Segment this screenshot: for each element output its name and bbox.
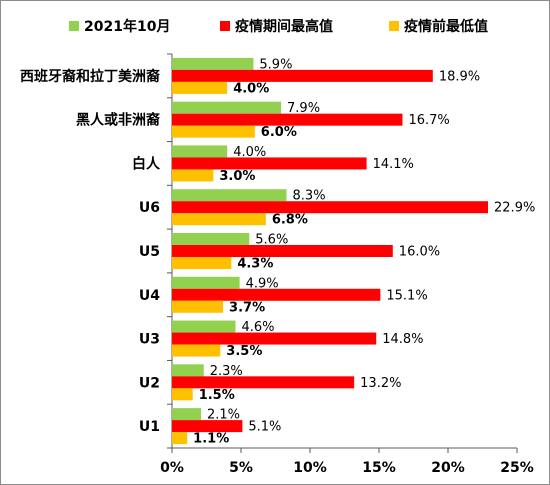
data-labels: 5.9% 18.9% 4.0% 7.9% 16.7% 6.0% 4.0% 14.1% 3.0% 8…	[193, 57, 535, 446]
x-tick-label-0: 0%	[160, 460, 184, 476]
bar-2-2	[172, 169, 214, 182]
bar-0-8	[172, 408, 201, 421]
category-label-4: U5	[139, 244, 160, 260]
bar-0-6	[172, 320, 236, 333]
category-label-2: 白人	[132, 155, 161, 172]
data-label-0-3: 8.3%	[293, 189, 326, 204]
bar-0-0	[172, 57, 254, 70]
data-label-1-5: 15.1%	[386, 288, 427, 303]
data-label-2-4: 4.3%	[237, 257, 273, 272]
bars	[172, 57, 489, 445]
bar-1-7	[172, 376, 355, 389]
category-label-6: U3	[139, 332, 160, 348]
data-label-1-8: 5.1%	[248, 420, 281, 435]
legend-label-2: 疫情前最低值	[404, 18, 488, 35]
category-label-3: U6	[139, 200, 160, 216]
bar-0-1	[172, 101, 282, 114]
category-label-8: U1	[139, 419, 160, 435]
bar-2-7	[172, 388, 193, 401]
data-label-1-6: 14.8%	[382, 332, 423, 347]
category-label-7: U2	[139, 375, 160, 391]
data-label-1-0: 18.9%	[439, 69, 480, 84]
bar-2-3	[172, 213, 266, 226]
data-label-2-2: 3.0%	[219, 169, 255, 184]
x-tick-label-5: 25%	[500, 460, 534, 476]
data-label-0-1: 7.9%	[287, 101, 320, 116]
bar-2-1	[172, 125, 255, 138]
bar-1-2	[172, 157, 367, 170]
bar-0-4	[172, 233, 250, 245]
data-label-2-3: 6.8%	[272, 213, 308, 228]
data-label-2-0: 4.0%	[233, 81, 269, 96]
x-tick-label-2: 10%	[293, 460, 327, 476]
data-label-2-8: 1.1%	[193, 432, 229, 447]
data-label-0-8: 2.1%	[207, 408, 240, 423]
bar-0-2	[172, 145, 228, 158]
bar-1-8	[172, 420, 243, 433]
legend-swatch-1	[220, 21, 230, 31]
legend-swatch-2	[389, 21, 399, 31]
data-label-2-6: 3.5%	[226, 344, 262, 359]
bar-1-3	[172, 201, 489, 214]
data-label-1-1: 16.7%	[408, 113, 449, 128]
bar-2-6	[172, 344, 221, 357]
category-label-5: U4	[139, 288, 160, 304]
bar-1-6	[172, 332, 377, 345]
data-label-2-1: 6.0%	[261, 125, 297, 140]
data-label-0-0: 5.9%	[259, 57, 292, 72]
data-label-0-4: 5.6%	[255, 233, 288, 248]
legend-label-1: 疫情期间最高值	[235, 18, 333, 35]
x-tick-label-4: 20%	[431, 460, 465, 476]
bar-2-8	[172, 432, 188, 445]
x-tick-label-3: 15%	[362, 460, 396, 476]
category-label-1: 黑人或非洲裔	[76, 112, 160, 129]
data-label-1-4: 16.0%	[399, 245, 440, 260]
data-label-1-7: 13.2%	[360, 376, 401, 391]
legend-swatch-0	[69, 21, 79, 31]
data-label-2-5: 3.7%	[229, 300, 265, 315]
bar-1-5	[172, 288, 381, 301]
legend: 2021年10月 疫情期间最高值 疫情前最低值	[69, 18, 488, 35]
category-label-0: 西班牙裔和拉丁美洲裔	[20, 68, 160, 85]
bar-0-5	[172, 276, 240, 289]
data-label-0-2: 4.0%	[233, 145, 266, 160]
bar-2-0	[172, 81, 228, 94]
bar-1-0	[172, 69, 433, 82]
data-label-0-5: 4.9%	[246, 276, 279, 291]
bar-1-4	[172, 245, 393, 257]
data-label-0-7: 2.3%	[210, 364, 243, 379]
bar-2-4	[172, 257, 232, 269]
data-label-2-7: 1.5%	[199, 388, 235, 403]
bar-2-5	[172, 300, 224, 313]
data-label-1-3: 22.9%	[494, 201, 535, 216]
bar-0-3	[172, 189, 287, 202]
legend-label-0: 2021年10月	[84, 18, 170, 35]
bar-0-7	[172, 364, 204, 377]
data-label-1-2: 14.1%	[373, 157, 414, 172]
x-tick-label-1: 5%	[229, 460, 253, 476]
data-label-0-6: 4.6%	[241, 320, 274, 335]
bar-1-1	[172, 113, 403, 126]
